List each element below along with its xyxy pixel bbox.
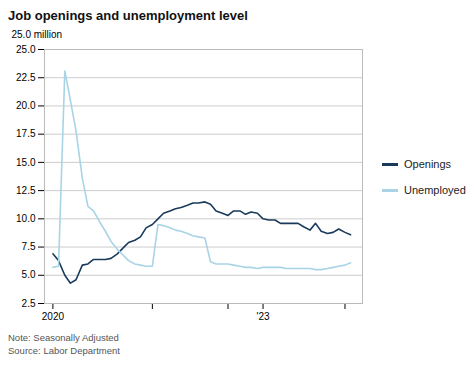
svg-text:12.5: 12.5 — [16, 185, 36, 196]
svg-text:2.5: 2.5 — [22, 298, 36, 309]
svg-text:5.0: 5.0 — [22, 269, 36, 280]
svg-text:10.0: 10.0 — [16, 213, 36, 224]
svg-text:25.0: 25.0 — [16, 44, 36, 55]
svg-text:22.5: 22.5 — [16, 72, 36, 83]
html-text:Openings: Openings — [404, 158, 452, 170]
svg-text:15.0: 15.0 — [16, 157, 36, 168]
svg-text:25.0 million: 25.0 million — [12, 29, 63, 40]
html-text:Job openings and unemployment: Job openings and unemployment level — [8, 8, 248, 23]
svg-text:17.5: 17.5 — [16, 128, 36, 139]
html-text:Note: Seasonally Adjusted Sour: Note: Seasonally Adjusted Source: Labor … — [8, 332, 120, 357]
svg-text:7.5: 7.5 — [22, 241, 36, 252]
svg-text:2020: 2020 — [42, 311, 65, 322]
svg-text:20.0: 20.0 — [16, 100, 36, 111]
svg-text:'23: '23 — [257, 311, 270, 322]
html-text:Unemployed: Unemployed — [404, 184, 466, 196]
